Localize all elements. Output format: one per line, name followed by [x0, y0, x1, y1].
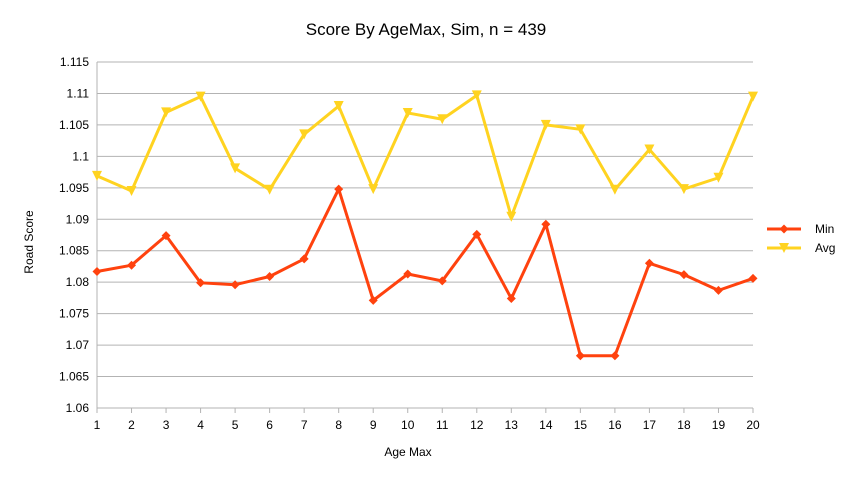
- data-point: [472, 229, 482, 239]
- data-point: [127, 260, 137, 270]
- x-axis-label: Age Max: [384, 445, 431, 459]
- data-point: [230, 280, 240, 290]
- y-tick-label: 1.105: [59, 118, 89, 132]
- data-point: [437, 114, 448, 125]
- x-tick-label: 9: [370, 418, 377, 432]
- x-tick-label: 10: [401, 418, 415, 432]
- x-tick-label: 11: [436, 418, 449, 432]
- data-point: [161, 231, 171, 241]
- data-point: [609, 184, 620, 195]
- x-tick-label: 4: [197, 418, 204, 432]
- x-tick-label: 18: [677, 418, 691, 432]
- legend-label: Min: [815, 222, 834, 236]
- x-tick-label: 14: [539, 418, 553, 432]
- y-axis-ticks: 1.061.0651.071.0751.081.0851.091.0951.11…: [59, 55, 89, 415]
- y-tick-label: 1.1: [72, 149, 89, 163]
- x-tick-label: 15: [574, 418, 588, 432]
- series-group: [92, 90, 758, 361]
- y-tick-label: 1.065: [59, 370, 89, 384]
- y-tick-label: 1.08: [66, 275, 90, 289]
- y-tick-label: 1.11: [67, 86, 90, 100]
- data-point: [506, 294, 516, 304]
- legend-swatch-marker: [779, 243, 789, 253]
- series-min: [92, 184, 758, 361]
- data-point: [679, 270, 689, 280]
- x-tick-label: 3: [163, 418, 170, 432]
- data-point: [264, 184, 275, 195]
- data-point: [402, 107, 413, 118]
- legend-swatch-marker: [779, 224, 789, 234]
- data-point: [471, 90, 482, 101]
- series-line-avg: [96, 93, 755, 219]
- y-tick-label: 1.09: [66, 212, 90, 226]
- data-point: [678, 184, 689, 195]
- data-point: [368, 295, 378, 305]
- y-tick-label: 1.115: [60, 55, 89, 69]
- y-axis-label: Road Score: [22, 210, 36, 274]
- data-point: [748, 273, 758, 283]
- data-point: [92, 266, 102, 276]
- series-line-min: [96, 187, 754, 358]
- data-point: [575, 124, 586, 135]
- data-point: [644, 144, 655, 155]
- data-point: [644, 258, 654, 268]
- x-tick-label: 19: [712, 418, 726, 432]
- gridlines: [96, 61, 753, 409]
- data-point: [161, 107, 172, 118]
- x-tick-label: 6: [266, 418, 273, 432]
- data-point: [126, 185, 137, 196]
- data-point: [230, 163, 241, 174]
- x-tick-label: 1: [94, 418, 101, 432]
- y-tick-label: 1.06: [66, 401, 90, 415]
- y-tick-label: 1.095: [59, 181, 89, 195]
- x-tick-label: 13: [505, 418, 519, 432]
- data-point: [368, 184, 379, 195]
- x-tick-label: 12: [470, 418, 484, 432]
- data-point: [92, 170, 102, 181]
- data-point: [403, 269, 413, 279]
- x-tick-label: 7: [301, 418, 308, 432]
- x-tick-label: 17: [643, 418, 657, 432]
- data-point: [265, 272, 275, 282]
- data-point: [195, 91, 206, 102]
- chart-title: Score By AgeMax, Sim, n = 439: [306, 20, 546, 39]
- y-tick-label: 1.085: [59, 244, 89, 258]
- x-tick-label: 5: [232, 418, 239, 432]
- data-point: [610, 351, 620, 361]
- data-point: [506, 211, 517, 222]
- data-point: [713, 172, 724, 183]
- legend-label: Avg: [815, 241, 835, 255]
- data-point: [748, 91, 758, 102]
- y-tick-label: 1.075: [59, 307, 89, 321]
- x-tick-label: 20: [746, 418, 760, 432]
- x-tick-label: 16: [608, 418, 622, 432]
- data-point: [299, 254, 309, 264]
- data-point: [299, 129, 310, 140]
- data-point: [540, 119, 551, 130]
- series-avg: [92, 90, 758, 222]
- data-point: [541, 219, 551, 229]
- x-tick-label: 8: [335, 418, 342, 432]
- x-axis-ticks: 1 2 3 4 5 6 7 8 9 10 11 12 13 14 15 16 17 18 19 20: [94, 408, 760, 432]
- y-tick-label: 1.07: [66, 338, 90, 352]
- data-point: [575, 351, 585, 361]
- data-point: [713, 285, 723, 295]
- data-point: [437, 276, 447, 286]
- data-point: [333, 101, 344, 112]
- data-point: [196, 278, 206, 288]
- x-tick-label: 2: [128, 418, 135, 432]
- data-point: [334, 184, 344, 194]
- legend: Min Avg: [767, 222, 835, 255]
